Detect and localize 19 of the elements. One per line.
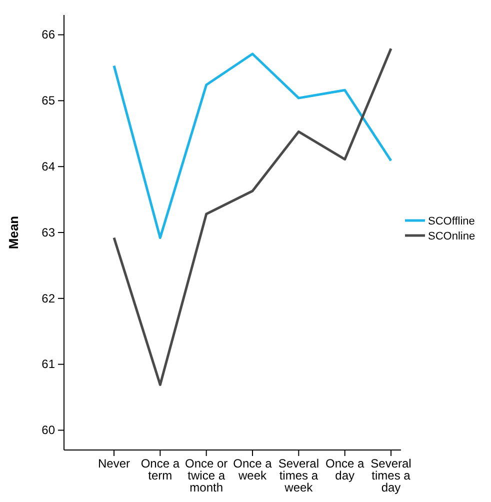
x-tick-label: Once a week [233,456,272,483]
x-tick-label: Never [98,456,130,471]
x-tick-label: Once a day [325,456,364,483]
y-tick-label: 66 [42,28,56,42]
y-tick-label: 62 [42,291,56,306]
y-tick-label: 65 [42,94,56,108]
x-tick-label: Once a term [140,456,180,483]
legend-label: SCOnline [428,230,476,242]
y-tick-label: 60 [42,423,56,438]
y-tick-label: 61 [42,357,56,372]
legend-label: SCOffline [428,215,475,228]
x-tick-label: Once or twice a month [184,456,228,495]
y-tick-label: 64 [42,159,56,174]
line-series [112,47,392,386]
x-tick-label: Several times a week [278,456,320,495]
x-tick-label: Several times a day [370,456,412,495]
y-tick-label: 63 [42,225,56,240]
y-axis-title: Mean [6,216,21,250]
line-series [112,52,392,240]
